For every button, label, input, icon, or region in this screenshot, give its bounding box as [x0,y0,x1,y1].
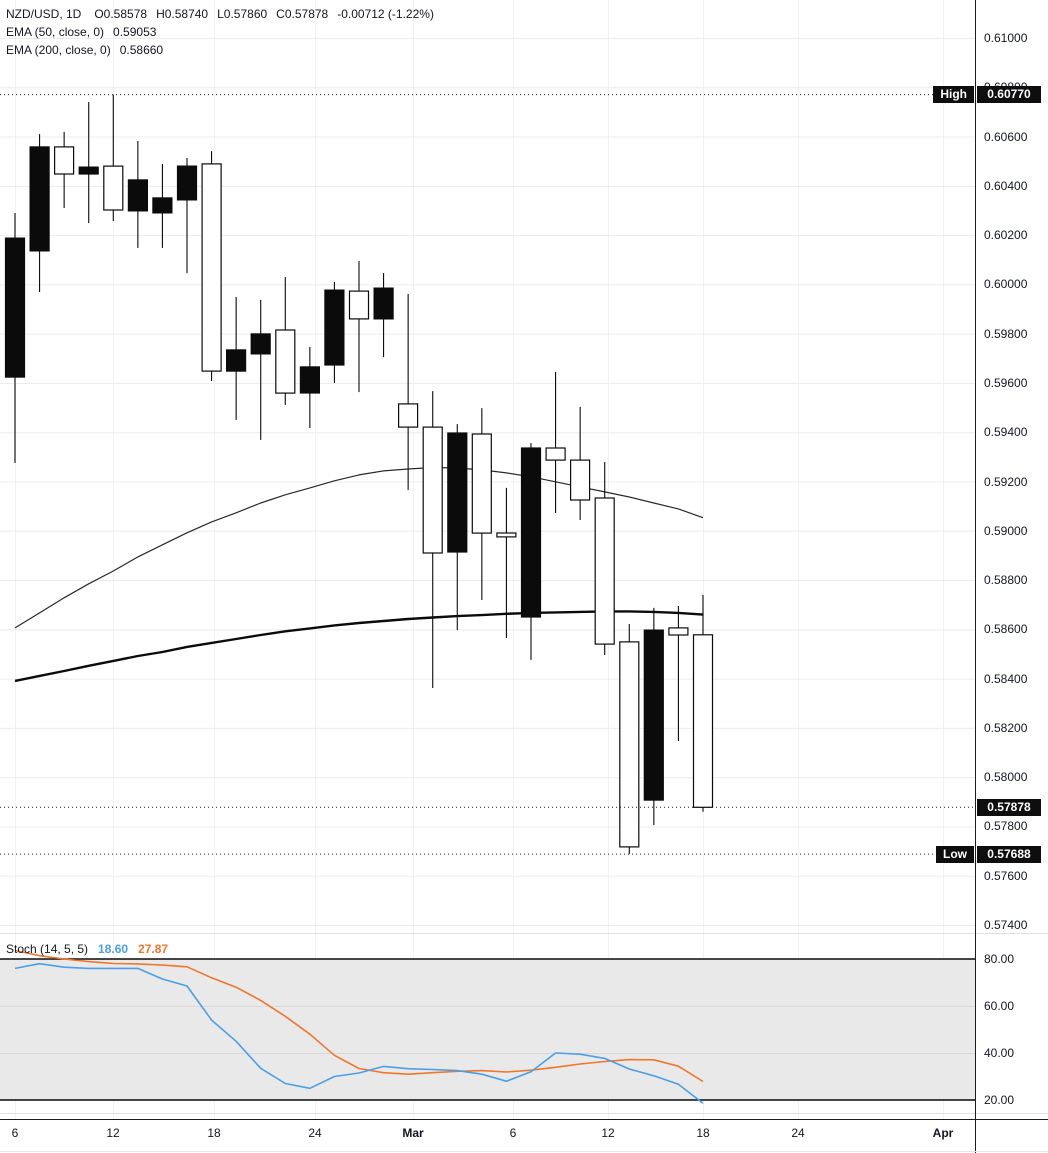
stoch-title[interactable]: Stoch (14, 5, 5) [6,942,89,956]
stoch-d-line [14,949,704,1083]
time-axis-label[interactable]: 18 [207,1126,221,1140]
stoch-axis-label[interactable]: 20.00 [984,1093,1015,1107]
candle-down [569,459,591,501]
candle-up [78,166,99,175]
ema200-title[interactable]: EMA (200, close, 0) [6,43,111,57]
time-axis-label[interactable]: 6 [11,1126,19,1140]
candle-down [619,641,640,848]
candle-up [373,287,394,320]
candle-up [324,289,345,366]
time-axis-label[interactable]: Apr [932,1126,954,1140]
price-axis-label[interactable]: 0.60600 [984,129,1028,144]
price-axis-label[interactable]: 0.58800 [984,573,1028,588]
candle-up [299,366,320,394]
low-tag-badge: Low [936,845,974,863]
candle-up [176,165,198,201]
ema50-row[interactable]: EMA (50, close, 0) 0.59053 [6,23,443,41]
stoch-k-line [14,962,704,1104]
candle-down [201,163,222,372]
time-axis-label[interactable]: 12 [106,1126,120,1140]
candle-up [643,629,664,801]
ema50-title[interactable]: EMA (50, close, 0) [6,25,105,39]
price-axis-label[interactable]: 0.60200 [984,228,1028,243]
high-value: H0.58740 [156,7,209,21]
candle-down [545,447,566,461]
symbol-legend: NZD/USD, 1D O0.58578 H0.58740 L0.57860 C0.57… [6,5,443,59]
time-axis-label[interactable]: 24 [308,1126,322,1140]
candle-up [127,179,148,212]
stoch-legend[interactable]: Stoch (14, 5, 5) 18.60 27.87 [6,942,178,956]
candle-down [348,290,370,320]
candle-down [496,532,517,538]
price-axis-label[interactable]: 0.58200 [984,720,1028,735]
price-axis-label[interactable]: 0.57800 [984,819,1028,834]
ema200-value: 0.58660 [119,43,164,57]
low-value-badge: 0.57688 [977,845,1041,863]
ema50-value: 0.59053 [113,25,157,39]
candle-up [447,432,468,553]
ohlc-row[interactable]: NZD/USD, 1D O0.58578 H0.58740 L0.57860 C0.57… [6,5,443,23]
stoch-axis-label[interactable]: 40.00 [984,1046,1015,1060]
time-axis-label[interactable]: 6 [509,1126,517,1140]
change-value: -0.00712 (-1.22%) [337,7,434,21]
symbol-title[interactable]: NZD/USD, 1D [6,7,82,21]
stoch-band [0,959,975,1100]
candle-down [398,403,419,428]
stoch-axis-label[interactable]: 80.00 [984,952,1015,966]
price-axis-label[interactable]: 0.60400 [984,178,1028,193]
price-axis-label[interactable]: 0.58400 [984,671,1028,686]
price-axis-label[interactable]: 0.61000 [984,31,1028,45]
time-axis-label[interactable]: Mar [402,1126,424,1140]
ema200-row[interactable]: EMA (200, close, 0) 0.58660 [6,41,443,59]
price-axis-label[interactable]: 0.59600 [984,375,1028,390]
price-axis-label[interactable]: 0.60000 [984,277,1028,292]
candle-down [692,634,714,808]
candle-up [4,237,26,378]
price-axis-label[interactable]: 0.59800 [984,326,1028,341]
price-axis-label[interactable]: 0.58000 [984,770,1028,785]
open-value: O0.58578 [94,7,148,21]
candle-up [520,447,542,618]
price-axis-label[interactable]: 0.59000 [984,523,1028,538]
candle-down [422,426,443,554]
price-axis-label[interactable]: 0.58600 [984,622,1028,637]
time-axis-label[interactable]: 12 [601,1126,615,1140]
candle-down [53,146,75,175]
price-axis-label[interactable]: 0.59400 [984,425,1028,440]
low-value: L0.57860 [217,7,268,21]
time-axis-label[interactable]: 18 [696,1126,710,1140]
candle-down [668,627,689,636]
candle-down [103,165,124,211]
high-tag-badge: High [933,86,974,104]
last-price-badge: 0.57878 [977,798,1041,816]
candle-up [250,333,271,355]
price-axis-label[interactable]: 0.57600 [984,868,1028,883]
candle-up [29,146,50,252]
candle-down [594,497,615,645]
close-value: C0.57878 [276,7,329,21]
stoch-d-value: 27.87 [138,942,169,956]
stoch-axis-label[interactable]: 60.00 [984,999,1015,1013]
high-value-badge: 0.60770 [977,86,1041,104]
candle-down [275,329,296,394]
stoch-k-value: 18.60 [98,942,129,956]
candle-up [226,349,247,372]
candle-down [471,433,492,534]
price-axis-label[interactable]: 0.59200 [984,474,1028,489]
ema200-line [14,610,704,683]
time-axis-label[interactable]: 24 [791,1126,805,1140]
candle-up [152,197,173,214]
price-axis-label[interactable]: 0.57400 [984,918,1028,933]
